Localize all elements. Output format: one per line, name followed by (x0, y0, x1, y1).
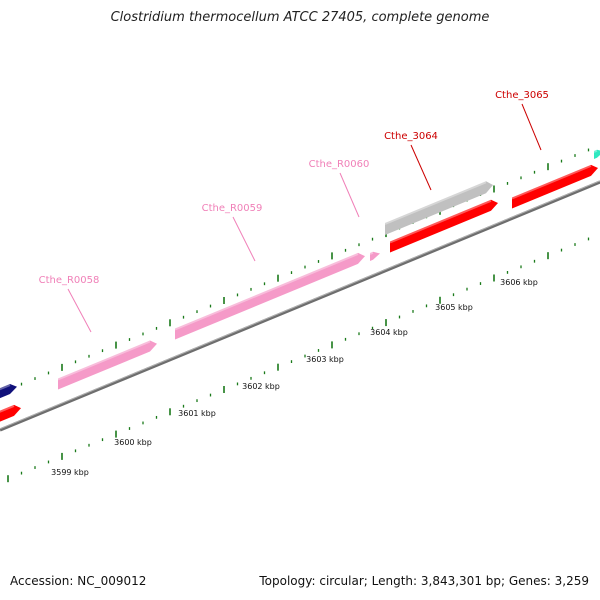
genome-summary-text: Topology: circular; Length: 3,843,301 bp… (259, 574, 589, 588)
gene-arrow-rna-0059[interactable] (175, 252, 365, 340)
leader-line-rna-0059 (232, 216, 256, 262)
gene-arrow-highlight (0, 384, 11, 391)
scale-label: 3600 kbp (114, 438, 152, 447)
scale-label: 3604 kbp (370, 328, 408, 337)
gene-arrow-highlight (593, 149, 598, 153)
map-title: Clostridium thermocellum ATCC 27405, com… (110, 10, 490, 25)
lower-tick-row (7, 237, 590, 483)
gene-labels[interactable]: Cthe_R0058 Cthe_R0059 Cthe_R0060 Cthe_3064 C… (39, 90, 549, 286)
genome-backbone (0, 180, 600, 432)
gene-arrow-highlight (389, 199, 492, 244)
upper-tick-row (7, 148, 590, 394)
scale-label: 3602 kbp (242, 382, 280, 391)
gene-arrow-teal-right[interactable] (594, 149, 600, 159)
leader-line-cds-3064 (410, 144, 432, 191)
gene-arrows[interactable] (0, 149, 600, 423)
leader-line-cds-3065 (521, 103, 542, 151)
accession-text: Accession: NC_009012 (10, 574, 147, 588)
gene-arrow-red-left[interactable] (0, 404, 21, 423)
gene-arrow-highlight (57, 340, 151, 381)
scale-label: 3603 kbp (306, 355, 344, 364)
gene-arrow-cds-3065[interactable] (512, 164, 598, 209)
gene-label-rna-0058[interactable]: Cthe_R0058 (39, 275, 100, 286)
leader-line-rna-0058 (67, 288, 92, 333)
gene-arrow-highlight (174, 252, 359, 331)
gene-arrow-dark-left[interactable] (0, 384, 17, 399)
scale-label: 3599 kbp (51, 468, 89, 477)
gene-arrow-rna-0058[interactable] (58, 340, 157, 390)
gene-arrow-rna-0060[interactable] (370, 251, 380, 261)
gene-label-rna-0060[interactable]: Cthe_R0060 (309, 159, 370, 170)
genome-backbone-highlight (0, 180, 600, 430)
gene-leader-lines (67, 103, 542, 333)
gene-label-cds-3064[interactable]: Cthe_3064 (384, 131, 438, 142)
gene-arrow-highlight (369, 251, 374, 255)
scale-label: 3601 kbp (178, 409, 216, 418)
scale-labels: 3599 kbp 3600 kbp 3601 kbp 3602 kbp 3603 kbp… (51, 278, 538, 477)
scale-label: 3605 kbp (435, 303, 473, 312)
gene-arrow-cds-3064[interactable] (390, 199, 498, 253)
leader-line-rna-0060 (339, 172, 360, 218)
gene-label-rna-0059[interactable]: Cthe_R0059 (202, 203, 263, 214)
gene-arrow-highlight (511, 164, 592, 200)
gene-arrow-pseudo-3064[interactable] (385, 181, 493, 235)
gene-arrow-highlight (384, 181, 487, 225)
gene-arrow-highlight (0, 404, 15, 413)
scale-label: 3606 kbp (500, 278, 538, 287)
gene-label-cds-3065[interactable]: Cthe_3065 (495, 90, 549, 101)
